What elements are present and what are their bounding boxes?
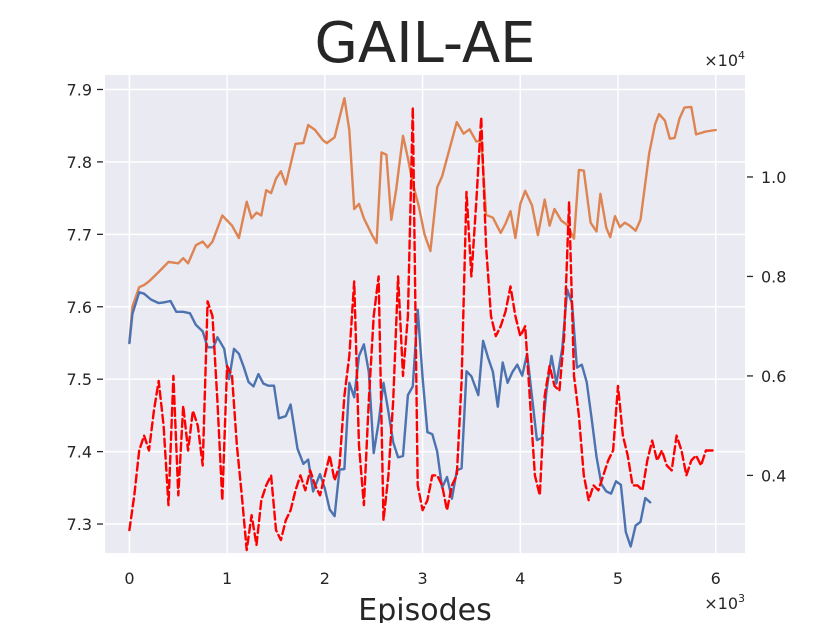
- x-axis-multiplier-exponent: 3: [738, 592, 745, 605]
- series-layer: [128, 97, 717, 552]
- y-left-tick-label: 7.9: [67, 80, 92, 99]
- y-left-tick-label: 7.6: [67, 298, 92, 317]
- y-right-tick-label: 0.6: [761, 367, 786, 386]
- series-line-2: [128, 288, 652, 548]
- x-axis-label: Episodes: [358, 593, 491, 623]
- y-left-tick-label: 7.5: [67, 370, 92, 389]
- x-tick-label: 4: [515, 569, 525, 588]
- x-tick-label: 0: [124, 569, 134, 588]
- y-left-tick-label: 7.7: [67, 225, 92, 244]
- series-line-1: [128, 97, 717, 345]
- series-line-3: [128, 106, 717, 552]
- chart-title: GAIL-AE: [314, 11, 535, 76]
- y-left-tick-label: 7.3: [67, 515, 92, 534]
- grid: [105, 75, 745, 553]
- x-tick-label: 3: [417, 569, 427, 588]
- plot-area: [105, 75, 745, 553]
- x-tick-label: 1: [222, 569, 232, 588]
- y-right-tick-label: 1.0: [761, 168, 786, 187]
- x-tick-label: 6: [711, 569, 721, 588]
- x-axis-multiplier-base: ×10: [704, 594, 738, 613]
- y2-axis-multiplier-exponent: 4: [738, 49, 745, 62]
- y2-axis-multiplier: ×104: [704, 49, 745, 70]
- y-left-tick-label: 7.4: [67, 443, 92, 462]
- y-left-tick-label: 7.8: [67, 153, 92, 172]
- tick-layer: 0 1 2 3 4 5 6 7.3 7.4 7.5 7.6 7.7 7.8 7.9 0.4 0.6 0.8 1.0: [67, 80, 787, 588]
- x-tick-label: 2: [320, 569, 330, 588]
- x-axis-multiplier: ×103: [704, 592, 745, 613]
- x-tick-label: 5: [613, 569, 623, 588]
- y2-axis-multiplier-base: ×10: [704, 51, 738, 70]
- y-right-tick-label: 0.4: [761, 466, 786, 485]
- y-right-tick-label: 0.8: [761, 267, 786, 286]
